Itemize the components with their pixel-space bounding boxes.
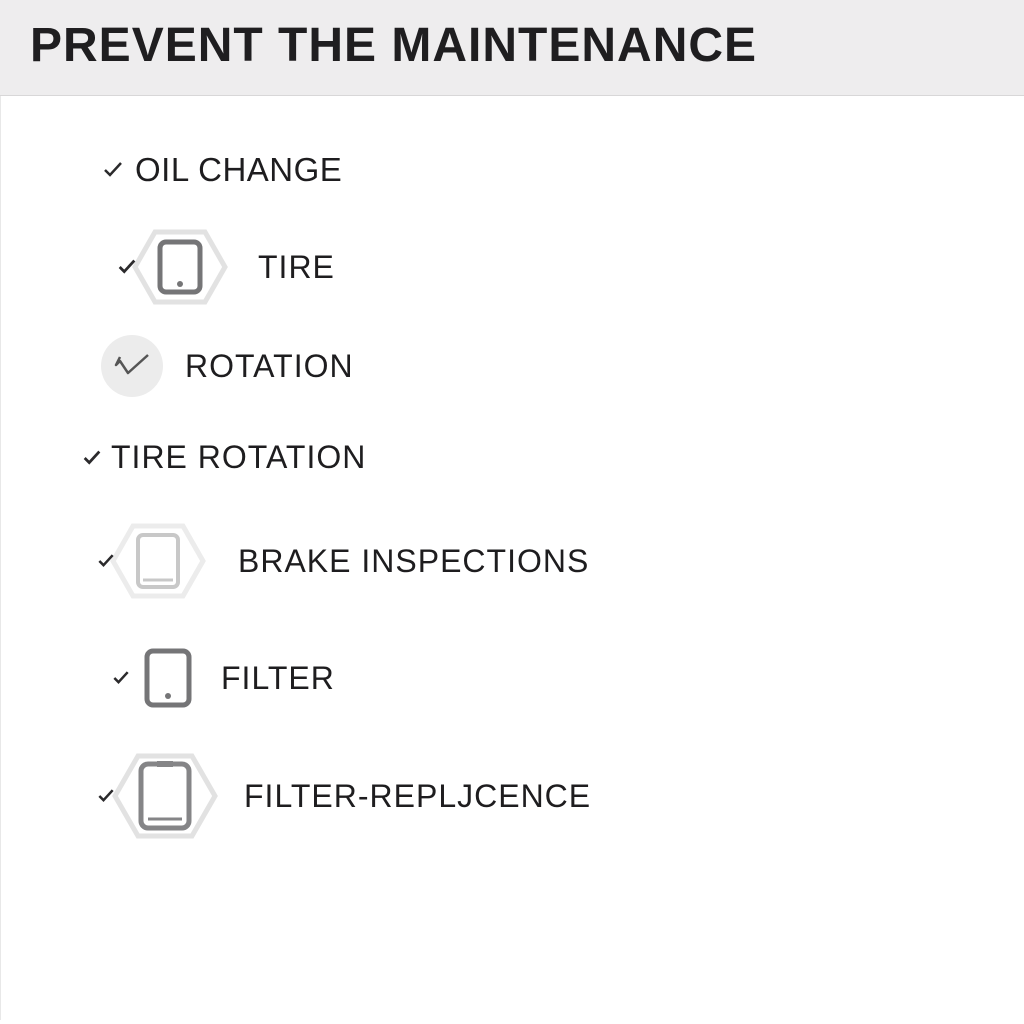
check-icon [116,256,138,278]
item-label: TIRE [258,249,335,286]
check-icon [96,786,116,806]
list-item[interactable]: BRAKE INSPECTIONS [96,521,1024,601]
item-label: ROTATION [185,348,354,385]
circle-check-icon [101,335,163,397]
badge-icon [130,227,230,307]
content-panel: OIL CHANGE TIRE ROTATION T [0,96,1024,1020]
header: PREVENT THE MAINTENANCE [0,0,1024,96]
page-title: PREVENT THE MAINTENANCE [30,18,994,73]
item-label: BRAKE INSPECTIONS [238,543,589,580]
list-item[interactable]: ROTATION [106,335,1024,397]
badge-icon [108,521,208,601]
list-item[interactable]: TIRE ROTATION [81,439,1024,476]
check-icon [101,158,125,182]
list-item[interactable]: OIL CHANGE [101,151,1024,189]
item-label: OIL CHANGE [135,151,342,189]
list-item[interactable]: TIRE [116,227,1024,307]
tablet-icon [157,239,203,295]
tablet-icon [138,761,192,831]
check-icon [111,668,131,688]
badge-icon [110,751,220,841]
tablet-icon [135,532,181,590]
list-item[interactable]: FILTER-REPLJCENCE [96,751,1024,841]
tablet-icon [144,648,192,708]
check-icon [81,447,103,469]
list-item[interactable]: FILTER [111,643,1024,713]
item-label: TIRE ROTATION [111,439,366,476]
badge-icon [133,643,203,713]
item-label: FILTER-REPLJCENCE [244,778,591,815]
item-label: FILTER [221,660,335,697]
check-icon [96,551,116,571]
